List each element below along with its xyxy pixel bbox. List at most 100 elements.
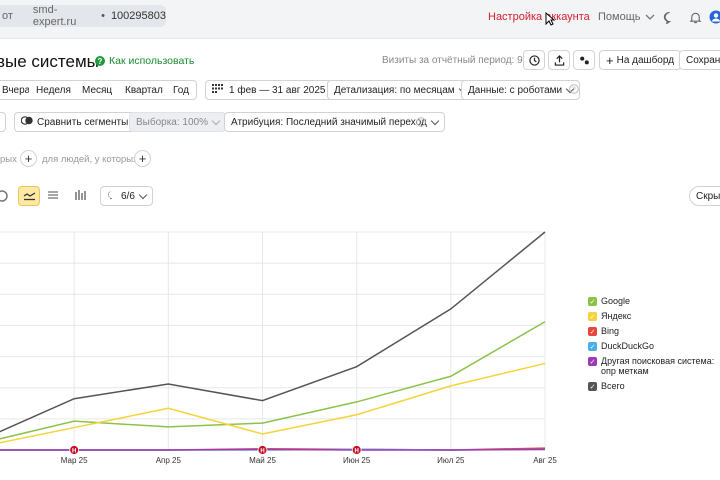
- annotation-marker[interactable]: H: [351, 445, 362, 455]
- dashboard-label: На дашборд: [616, 54, 675, 66]
- legend-label: Яндекс: [601, 311, 632, 321]
- howto-label: Как использовать: [109, 55, 195, 67]
- sample-dropdown[interactable]: Выборка: 100%: [129, 112, 226, 132]
- checkbox-icon[interactable]: ✓: [588, 312, 597, 321]
- svg-text:?: ?: [572, 87, 576, 94]
- legend-label: DuckDuckGo: [601, 341, 655, 351]
- pie-chart-icon[interactable]: [0, 188, 10, 204]
- user-avatar[interactable]: [708, 9, 720, 25]
- legend-item[interactable]: ✓ Яндекс: [588, 311, 720, 321]
- dashboard-button[interactable]: + На дашборд: [599, 50, 682, 70]
- legend-item[interactable]: ✓ Всего: [588, 381, 720, 391]
- legend-item[interactable]: ✓ Google: [588, 296, 720, 306]
- bar-chart-icon[interactable]: [74, 189, 86, 204]
- hide-chart-button[interactable]: Скры: [689, 186, 720, 206]
- attribution-dropdown[interactable]: Атрибуция: Последний значимый переход: [224, 112, 445, 132]
- question-icon: ?: [95, 56, 105, 66]
- export-icon[interactable]: [548, 50, 570, 70]
- series-line: [0, 231, 546, 433]
- howto-link[interactable]: ? Как использовать: [95, 55, 194, 67]
- help-menu[interactable]: Помощь: [598, 11, 655, 23]
- chart-legend: ✓ Google ✓ Яндекс ✓ Bing ✓ DuckDuckGo ✓ Другая по…: [588, 296, 720, 396]
- site-name: smd-expert.ru: [32, 4, 77, 28]
- legend-label: Bing: [601, 326, 620, 336]
- page-title: вые системы: [0, 52, 99, 71]
- x-axis-ticks: Мар 25 Апр 25 Май 25 Июн 25 Июл 25 Авг 25: [61, 456, 558, 465]
- period-label: Вчера: [2, 84, 31, 96]
- legend-item[interactable]: ✓ Bing: [588, 326, 720, 336]
- checkbox-icon[interactable]: ✓: [588, 382, 597, 391]
- help-icon[interactable]: ?: [569, 84, 579, 97]
- checkbox-icon[interactable]: ✓: [588, 327, 597, 336]
- checkbox-icon[interactable]: ✓: [588, 342, 597, 351]
- site-prefix: от: [2, 10, 13, 22]
- hide-label: Скры: [696, 190, 720, 202]
- account-settings-link[interactable]: Настройка аккаунта: [488, 11, 590, 23]
- attribution-label: Атрибуция: Последний значимый переход: [231, 116, 427, 128]
- data-label: Данные: с роботами: [468, 84, 563, 96]
- svg-text:H: H: [72, 448, 76, 454]
- period-month[interactable]: Месяц: [75, 80, 121, 100]
- annotation-marker[interactable]: H: [257, 445, 268, 455]
- metrics-count: 6/6: [121, 190, 135, 202]
- series-line: [0, 321, 546, 440]
- detail-dropdown[interactable]: Детализация: по месяцам: [327, 80, 473, 100]
- period-quarter[interactable]: Квартал: [118, 80, 171, 100]
- segment-button[interactable]: [0, 112, 6, 132]
- compare-segments-dropdown[interactable]: Сравнить сегменты: [14, 112, 147, 132]
- chevron-down-icon: [138, 190, 148, 199]
- save-button[interactable]: Сохрани: [679, 50, 720, 70]
- visits-summary: Визиты за отчётный период: 939: [382, 55, 534, 66]
- compare-icon: [20, 115, 33, 129]
- detail-label: Детализация: по месяцам: [334, 84, 455, 96]
- area-chart-icon[interactable]: [47, 189, 59, 204]
- chevron-down-icon: [645, 11, 655, 23]
- x-tick-label: Мар 25: [61, 456, 88, 465]
- series-line: [0, 448, 546, 451]
- sample-label: Выборка: 100%: [136, 116, 208, 128]
- chart-series: [0, 231, 546, 451]
- bell-icon[interactable]: [687, 9, 703, 25]
- plus-icon: +: [606, 52, 614, 68]
- chevron-down-icon: [430, 116, 440, 125]
- add-condition-button[interactable]: +: [20, 150, 37, 167]
- metrics-selector[interactable]: 6/6: [100, 186, 153, 206]
- help-icon[interactable]: ?: [416, 117, 426, 130]
- date-range-picker[interactable]: 1 фев — 31 авг 2025: [205, 80, 333, 100]
- period-week[interactable]: Неделя: [29, 80, 79, 100]
- period-label: Год: [173, 84, 189, 96]
- checkbox-icon[interactable]: ✓: [588, 357, 597, 366]
- legend-item[interactable]: ✓ Другая поисковая система: опр меткам: [588, 356, 720, 376]
- x-tick-label: Авг 25: [533, 456, 557, 465]
- period-label: Месяц: [82, 84, 113, 96]
- compare-label: Сравнить сегменты: [37, 116, 129, 128]
- line-chart-icon[interactable]: [18, 186, 40, 206]
- checkbox-icon[interactable]: ✓: [588, 297, 597, 306]
- x-tick-label: Апр 25: [156, 456, 182, 465]
- counter-id: 100295803: [110, 10, 166, 22]
- annotation-marker[interactable]: H: [69, 445, 80, 455]
- period-year[interactable]: Год: [166, 80, 197, 100]
- chart-grid: [0, 231, 546, 451]
- data-dropdown[interactable]: Данные: с роботами: [461, 80, 581, 100]
- svg-text:H: H: [354, 448, 358, 454]
- chat-icon[interactable]: [661, 9, 677, 25]
- series-line: [0, 362, 546, 444]
- legend-item[interactable]: ✓ DuckDuckGo: [588, 341, 720, 351]
- share-icon[interactable]: [573, 50, 595, 70]
- x-tick-label: Июл 25: [437, 456, 465, 465]
- add-people-condition-button[interactable]: +: [134, 150, 151, 167]
- top-bar: от smd-expert.ru • 100295803 Настройка а…: [0, 0, 720, 39]
- site-selector[interactable]: от smd-expert.ru • 100295803: [0, 4, 166, 28]
- legend-label: Всего: [601, 381, 625, 391]
- mouse-cursor-icon: [545, 11, 556, 29]
- x-tick-label: Май 25: [249, 456, 276, 465]
- line-chart: H H H Мар 25 Апр 25 Май 25 Июн 25 Июл 25 Авг 25: [0, 231, 558, 465]
- svg-text:H: H: [260, 448, 264, 454]
- clock-icon[interactable]: [523, 50, 545, 70]
- period-label: Неделя: [36, 84, 71, 96]
- calendar-icon: [212, 84, 223, 96]
- segment-people-text: для людей, у которых: [42, 154, 138, 165]
- date-range-label: 1 фев — 31 авг 2025: [229, 84, 326, 96]
